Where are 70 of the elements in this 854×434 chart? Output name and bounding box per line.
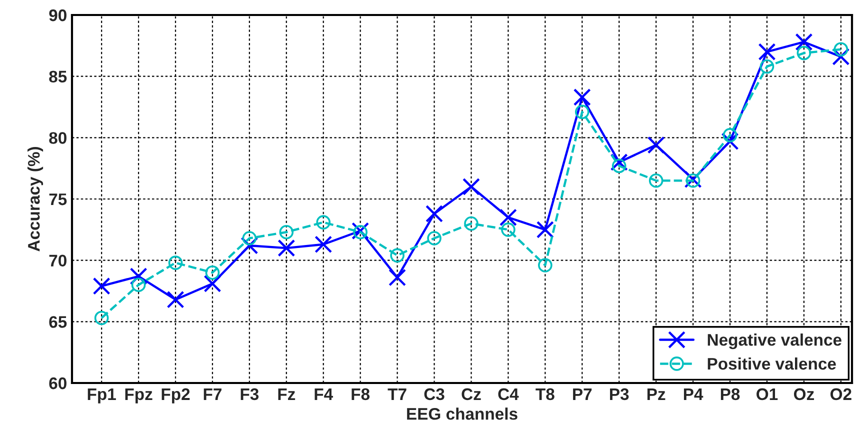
- x-tick-label: Pz: [647, 388, 666, 400]
- x-tick-label: O1: [756, 388, 778, 400]
- point: [647, 136, 665, 154]
- y-tick-label: 85: [49, 70, 67, 83]
- point: [499, 208, 517, 226]
- point: [205, 265, 220, 280]
- point: [796, 46, 812, 60]
- point: [388, 268, 406, 286]
- point: [204, 274, 222, 292]
- point: [131, 278, 146, 292]
- x-axis-title: EEG channels: [407, 408, 518, 420]
- point: [94, 310, 109, 326]
- x-tick-label: P8: [720, 388, 740, 400]
- x-tick-label: Fz: [278, 388, 296, 400]
- point: [536, 220, 554, 238]
- x-tick-label: Fp1: [88, 388, 116, 404]
- point: [832, 48, 850, 66]
- point: [279, 224, 294, 240]
- point: [610, 153, 628, 171]
- point: [574, 104, 590, 120]
- point: [722, 128, 738, 142]
- point: [316, 215, 331, 230]
- y-axis-title: Accuracy (%): [28, 147, 44, 252]
- point: [834, 42, 848, 56]
- point: [538, 258, 552, 272]
- x-tick-label: Cz: [462, 388, 481, 400]
- point: [314, 236, 332, 254]
- x-tick-label: F7: [204, 388, 222, 400]
- point: [758, 43, 776, 61]
- y-tick-label: 65: [49, 316, 67, 328]
- x-tick-label: T8: [536, 388, 554, 400]
- legend-label: Negative valence: [708, 334, 842, 350]
- x-tick-label: T7: [388, 388, 406, 400]
- point: [573, 88, 591, 106]
- x-tick-label: F3: [240, 388, 259, 400]
- x-tick-label: P3: [610, 388, 629, 400]
- point: [760, 59, 774, 74]
- point: [390, 248, 404, 263]
- x-tick-label: F8: [352, 388, 370, 400]
- y-tick-label: 75: [49, 194, 67, 206]
- x-tick-label: Fp2: [162, 388, 190, 404]
- point: [130, 268, 148, 286]
- point: [166, 290, 184, 308]
- y-tick-label: 90: [49, 9, 66, 22]
- point: [795, 33, 813, 51]
- point: [426, 204, 444, 222]
- point: [242, 231, 257, 246]
- y-tick-label: 60: [49, 377, 66, 390]
- y-tick-label: 70: [49, 254, 66, 267]
- legend-label: Positive valence: [708, 357, 836, 370]
- x-tick-label: P4: [684, 388, 704, 400]
- point: [464, 216, 478, 231]
- point: [648, 173, 664, 188]
- x-tick-label: O2: [830, 388, 852, 400]
- x-tick-label: Fpz: [125, 388, 152, 404]
- x-tick-label: P7: [573, 388, 592, 400]
- y-tick-label: 80: [49, 132, 66, 144]
- point: [501, 222, 516, 237]
- point: [721, 132, 739, 150]
- point: [168, 256, 183, 270]
- point: [427, 231, 442, 246]
- point: [240, 236, 258, 254]
- x-tick-label: Oz: [794, 388, 814, 400]
- x-tick-label: F4: [314, 388, 334, 400]
- point: [278, 239, 296, 257]
- x-tick-label: C3: [424, 388, 444, 400]
- point: [612, 158, 626, 174]
- x-tick-label: C4: [498, 388, 519, 400]
- point: [462, 178, 480, 196]
- point: [92, 277, 110, 295]
